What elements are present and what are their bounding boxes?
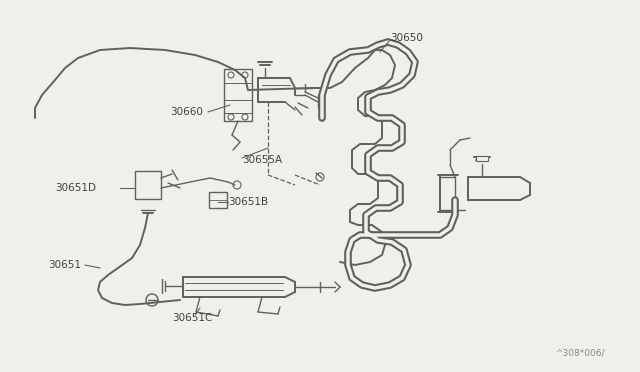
Text: 30660: 30660 [170,107,203,117]
Text: ^308*006/: ^308*006/ [556,349,605,358]
Bar [224,69,252,121]
Text: 30655A: 30655A [242,155,282,165]
Bar [476,155,488,160]
Text: 30650: 30650 [390,33,423,43]
Text: 30651: 30651 [48,260,81,270]
Text: 30651C: 30651C [172,313,212,323]
Bar [135,171,161,199]
Text: 30651D: 30651D [55,183,96,193]
Bar [209,192,227,208]
Text: 30651B: 30651B [228,197,268,207]
